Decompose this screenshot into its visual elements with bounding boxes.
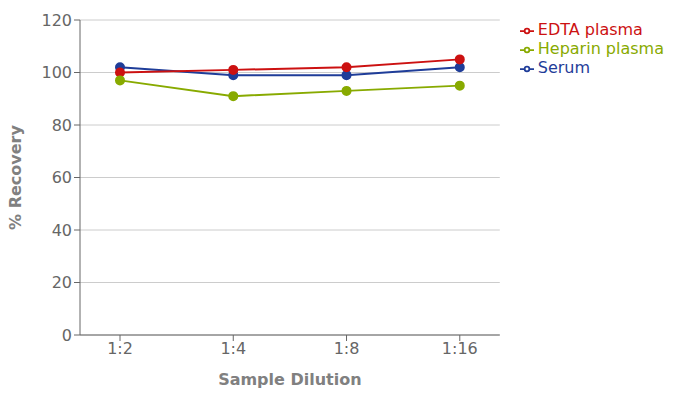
html-text:Serum: Serum	[537, 58, 591, 77]
svg-text:1:4: 1:4	[220, 339, 246, 358]
svg-text:60: 60	[52, 168, 72, 187]
svg-text:0: 0	[62, 326, 72, 345]
html-text:Heparin plasma: Heparin plasma	[537, 39, 664, 58]
svg-text:80: 80	[52, 116, 72, 135]
html-text:EDTA plasma: EDTA plasma	[537, 20, 643, 39]
svg-text:1:2: 1:2	[107, 339, 133, 358]
svg-text:120: 120	[41, 11, 72, 30]
svg-text:20: 20	[52, 273, 72, 292]
svg-text:40: 40	[52, 221, 72, 240]
svg-text:1:8: 1:8	[334, 339, 360, 358]
svg-text:1:16: 1:16	[442, 339, 478, 358]
svg-text:Sample Dilution: Sample Dilution	[218, 370, 362, 389]
svg-text:% Recovery: % Recovery	[8, 125, 25, 230]
svg-text:100: 100	[41, 63, 72, 82]
